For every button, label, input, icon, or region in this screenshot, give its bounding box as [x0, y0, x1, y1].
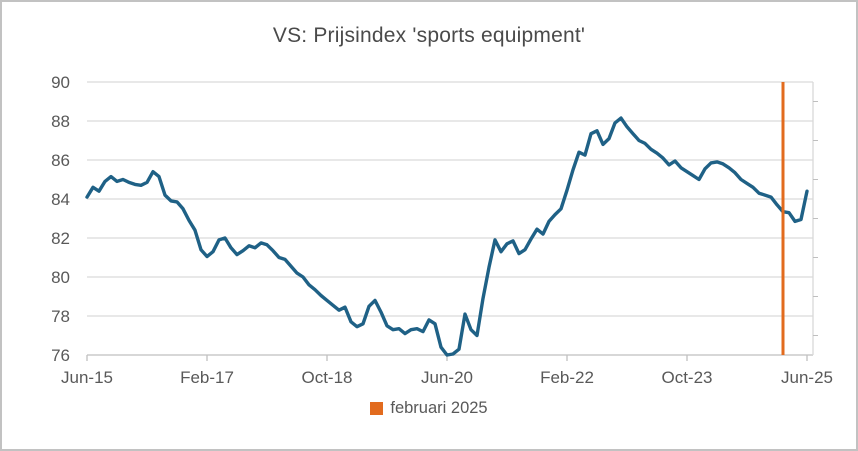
- svg-text:90: 90: [51, 73, 70, 92]
- svg-text:80: 80: [51, 268, 70, 287]
- svg-text:84: 84: [51, 190, 70, 209]
- svg-text:76: 76: [51, 346, 70, 365]
- legend-swatch-februari-2025: [370, 402, 384, 415]
- legend-label: februari 2025: [390, 399, 488, 417]
- svg-text:Oct-23: Oct-23: [661, 368, 712, 387]
- svg-text:Jun-15: Jun-15: [61, 368, 113, 387]
- svg-text:88: 88: [51, 112, 70, 131]
- svg-text:Jun-25: Jun-25: [781, 368, 833, 387]
- svg-text:Feb-22: Feb-22: [540, 368, 594, 387]
- svg-text:78: 78: [51, 307, 70, 326]
- svg-text:Jun-20: Jun-20: [421, 368, 473, 387]
- legend: februari 2025: [2, 399, 856, 418]
- svg-text:Feb-17: Feb-17: [180, 368, 234, 387]
- svg-text:86: 86: [51, 151, 70, 170]
- svg-text:82: 82: [51, 229, 70, 248]
- svg-text:Oct-18: Oct-18: [301, 368, 352, 387]
- chart-title: VS: Prijsindex 'sports equipment': [272, 24, 586, 47]
